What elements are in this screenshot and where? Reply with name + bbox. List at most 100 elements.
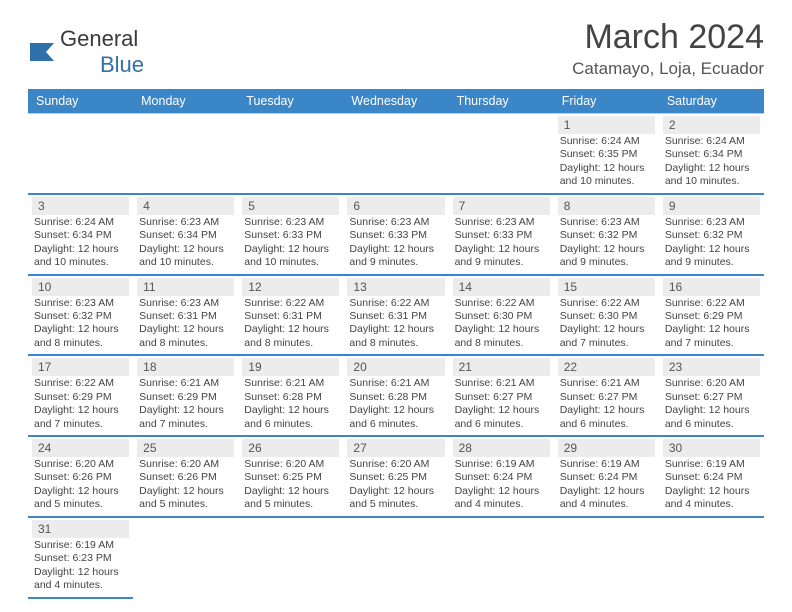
logo: General Blue [28, 26, 144, 78]
weekday-header: Thursday [449, 89, 554, 114]
day-number: 19 [242, 358, 339, 376]
empty-cell [133, 517, 238, 598]
calendar-row: 17Sunrise: 6:22 AMSunset: 6:29 PMDayligh… [28, 355, 764, 436]
weekday-header: Wednesday [343, 89, 448, 114]
day-details: Sunrise: 6:23 AMSunset: 6:31 PMDaylight:… [137, 297, 234, 351]
page-title: March 2024 [572, 18, 764, 57]
day-details: Sunrise: 6:23 AMSunset: 6:33 PMDaylight:… [347, 216, 444, 270]
day-details: Sunrise: 6:22 AMSunset: 6:29 PMDaylight:… [663, 297, 760, 351]
day-cell: 21Sunrise: 6:21 AMSunset: 6:27 PMDayligh… [449, 355, 554, 436]
day-number: 25 [137, 439, 234, 457]
day-number: 2 [663, 116, 760, 134]
day-details: Sunrise: 6:19 AMSunset: 6:24 PMDaylight:… [558, 458, 655, 512]
day-number: 17 [32, 358, 129, 376]
day-number: 30 [663, 439, 760, 457]
day-details: Sunrise: 6:23 AMSunset: 6:33 PMDaylight:… [242, 216, 339, 270]
day-number: 29 [558, 439, 655, 457]
empty-cell [28, 114, 133, 194]
calendar-row: 24 Sunrise: 6:20 AMSunset: 6:26 PMDayligh… [28, 436, 764, 517]
day-number: 5 [242, 197, 339, 215]
day-details: Sunrise: 6:19 AMSunset: 6:23 PMDaylight:… [32, 539, 129, 593]
day-number: 27 [347, 439, 444, 457]
calendar-row: 31Sunrise: 6:19 AMSunset: 6:23 PMDayligh… [28, 517, 764, 598]
day-cell: 15Sunrise: 6:22 AMSunset: 6:30 PMDayligh… [554, 275, 659, 356]
day-cell: 7Sunrise: 6:23 AMSunset: 6:33 PMDaylight… [449, 194, 554, 275]
day-cell: 4Sunrise: 6:23 AMSunset: 6:34 PMDaylight… [133, 194, 238, 275]
day-number: 26 [242, 439, 339, 457]
day-details: Sunrise: 6:23 AMSunset: 6:34 PMDaylight:… [137, 216, 234, 270]
day-cell: 12Sunrise: 6:22 AMSunset: 6:31 PMDayligh… [238, 275, 343, 356]
day-cell: 8Sunrise: 6:23 AMSunset: 6:32 PMDaylight… [554, 194, 659, 275]
day-number: 14 [453, 278, 550, 296]
day-cell: 9Sunrise: 6:23 AMSunset: 6:32 PMDaylight… [659, 194, 764, 275]
day-number: 23 [663, 358, 760, 376]
day-details: Sunrise: 6:22 AMSunset: 6:31 PMDaylight:… [242, 297, 339, 351]
day-number: 10 [32, 278, 129, 296]
day-number: 18 [137, 358, 234, 376]
day-number: 9 [663, 197, 760, 215]
day-cell: 16Sunrise: 6:22 AMSunset: 6:29 PMDayligh… [659, 275, 764, 356]
day-details: Sunrise: 6:22 AMSunset: 6:30 PMDaylight:… [558, 297, 655, 351]
day-cell: 20Sunrise: 6:21 AMSunset: 6:28 PMDayligh… [343, 355, 448, 436]
day-number: 31 [32, 520, 129, 538]
day-cell: 17Sunrise: 6:22 AMSunset: 6:29 PMDayligh… [28, 355, 133, 436]
header: General Blue March 2024 Catamayo, Loja, … [28, 18, 764, 79]
empty-cell [659, 517, 764, 598]
empty-cell [343, 517, 448, 598]
day-cell: 3Sunrise: 6:24 AMSunset: 6:34 PMDaylight… [28, 194, 133, 275]
day-number: 1 [558, 116, 655, 134]
day-cell: 28Sunrise: 6:19 AMSunset: 6:24 PMDayligh… [449, 436, 554, 517]
logo-flag-icon [28, 41, 56, 63]
day-cell: 23Sunrise: 6:20 AMSunset: 6:27 PMDayligh… [659, 355, 764, 436]
weekday-header: Saturday [659, 89, 764, 114]
day-cell: 5Sunrise: 6:23 AMSunset: 6:33 PMDaylight… [238, 194, 343, 275]
day-details: Sunrise: 6:21 AMSunset: 6:27 PMDaylight:… [558, 377, 655, 431]
day-details: Sunrise: 6:20 AMSunset: 6:25 PMDaylight:… [347, 458, 444, 512]
day-cell: 10Sunrise: 6:23 AMSunset: 6:32 PMDayligh… [28, 275, 133, 356]
day-details: Sunrise: 6:24 AMSunset: 6:34 PMDaylight:… [32, 216, 129, 270]
day-cell: 27Sunrise: 6:20 AMSunset: 6:25 PMDayligh… [343, 436, 448, 517]
weekday-header: Monday [133, 89, 238, 114]
day-cell: 14Sunrise: 6:22 AMSunset: 6:30 PMDayligh… [449, 275, 554, 356]
logo-text-general: General [60, 26, 138, 51]
day-details: Sunrise: 6:21 AMSunset: 6:28 PMDaylight:… [347, 377, 444, 431]
day-cell: 31Sunrise: 6:19 AMSunset: 6:23 PMDayligh… [28, 517, 133, 598]
day-number: 6 [347, 197, 444, 215]
weekday-header: Friday [554, 89, 659, 114]
day-cell: 6Sunrise: 6:23 AMSunset: 6:33 PMDaylight… [343, 194, 448, 275]
day-details: Sunrise: 6:22 AMSunset: 6:30 PMDaylight:… [453, 297, 550, 351]
day-details: Sunrise: 6:23 AMSunset: 6:33 PMDaylight:… [453, 216, 550, 270]
calendar-body: 1Sunrise: 6:24 AMSunset: 6:35 PMDaylight… [28, 114, 764, 598]
empty-cell [343, 114, 448, 194]
weekday-header: Tuesday [238, 89, 343, 114]
empty-cell [449, 114, 554, 194]
day-number: 28 [453, 439, 550, 457]
day-details: Sunrise: 6:23 AMSunset: 6:32 PMDaylight:… [558, 216, 655, 270]
calendar-table: SundayMondayTuesdayWednesdayThursdayFrid… [28, 89, 764, 599]
day-cell: 22Sunrise: 6:21 AMSunset: 6:27 PMDayligh… [554, 355, 659, 436]
logo-text-blue: Blue [100, 52, 144, 77]
day-cell: 13Sunrise: 6:22 AMSunset: 6:31 PMDayligh… [343, 275, 448, 356]
calendar-row: 3Sunrise: 6:24 AMSunset: 6:34 PMDaylight… [28, 194, 764, 275]
day-details: Sunrise: 6:20 AMSunset: 6:25 PMDaylight:… [242, 458, 339, 512]
day-details: Sunrise: 6:20 AMSunset: 6:26 PMDaylight:… [137, 458, 234, 512]
day-details: Sunrise: 6:19 AMSunset: 6:24 PMDaylight:… [663, 458, 760, 512]
day-cell: 24Sunrise: 6:20 AMSunset: 6:26 PMDayligh… [28, 436, 133, 517]
day-number: 12 [242, 278, 339, 296]
day-details: Sunrise: 6:21 AMSunset: 6:28 PMDaylight:… [242, 377, 339, 431]
day-number: 24 [32, 439, 129, 457]
day-number: 4 [137, 197, 234, 215]
empty-cell [238, 517, 343, 598]
empty-cell [449, 517, 554, 598]
day-details: Sunrise: 6:22 AMSunset: 6:31 PMDaylight:… [347, 297, 444, 351]
day-cell: 26Sunrise: 6:20 AMSunset: 6:25 PMDayligh… [238, 436, 343, 517]
calendar-row: 1Sunrise: 6:24 AMSunset: 6:35 PMDaylight… [28, 114, 764, 194]
day-cell: 11Sunrise: 6:23 AMSunset: 6:31 PMDayligh… [133, 275, 238, 356]
day-cell: 29Sunrise: 6:19 AMSunset: 6:24 PMDayligh… [554, 436, 659, 517]
day-number: 3 [32, 197, 129, 215]
day-number: 20 [347, 358, 444, 376]
day-cell: 25Sunrise: 6:20 AMSunset: 6:26 PMDayligh… [133, 436, 238, 517]
day-number: 7 [453, 197, 550, 215]
weekday-header: Sunday [28, 89, 133, 114]
empty-cell [238, 114, 343, 194]
